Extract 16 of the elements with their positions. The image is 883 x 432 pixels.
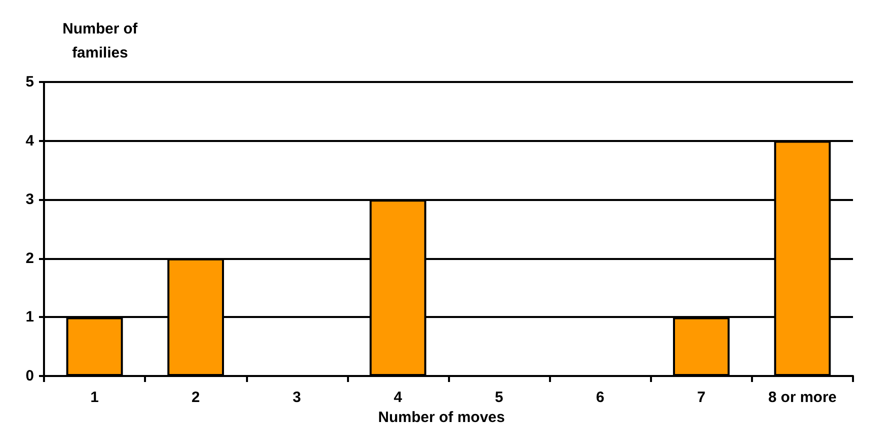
x-tick-label: 1 [90,389,99,406]
y-tick-label: 4 [26,132,35,150]
y-tick-label: 1 [26,308,34,326]
x-tick-label: 6 [596,389,604,406]
x-axis-title: Number of moves [378,409,505,426]
y-tick-label: 3 [26,191,34,208]
x-tick-label: 8 or more [768,389,837,406]
x-tick-label: 5 [494,389,504,406]
y-tick-label: 2 [26,250,34,267]
x-tick-label: 7 [697,389,706,406]
x-tick-label: 3 [292,389,301,406]
y-axis-title: Number of families [62,20,139,62]
x-tick-label: 2 [192,389,200,406]
x-tick-label: 4 [394,389,403,406]
y-tick-label: 0 [26,368,34,384]
y-tick-label: 5 [26,74,34,90]
